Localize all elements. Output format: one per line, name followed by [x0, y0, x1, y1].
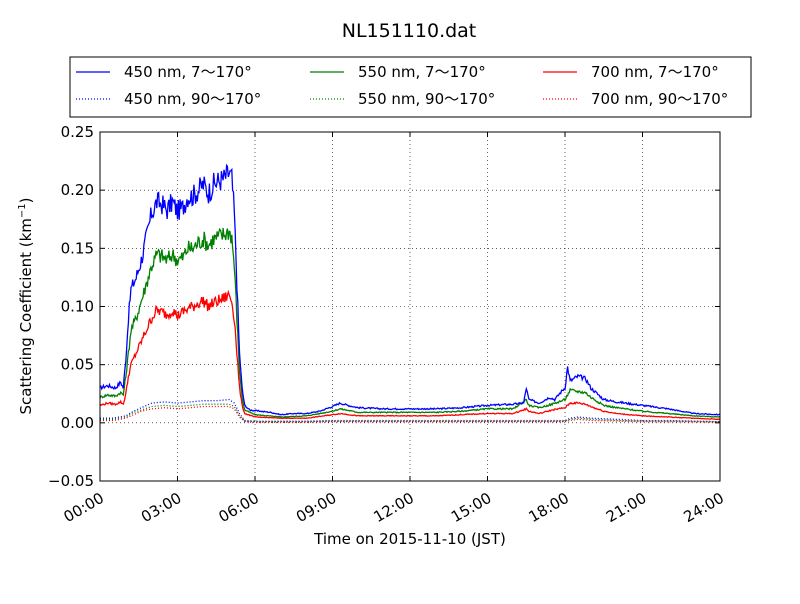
y-tick-label: 0.05	[61, 356, 94, 374]
y-tick-label: 0.10	[61, 298, 94, 316]
y-tick-label: −0.05	[48, 472, 94, 490]
y-axis-label-main: Scattering Coefficient (km	[17, 218, 35, 414]
legend-label: 700 nm, 7～170°	[591, 63, 719, 81]
legend-label: 450 nm, 7～170°	[124, 63, 252, 81]
y-axis-label-close: )	[17, 197, 35, 203]
grid-layer	[100, 132, 720, 481]
series-line-4	[100, 403, 721, 423]
legend-label: 700 nm, 90～170°	[591, 90, 728, 108]
legend-label: 450 nm, 90～170°	[124, 90, 261, 108]
legend: 450 nm, 7～170° 550 nm, 7～170° 700 nm, 7～17…	[76, 63, 728, 108]
y-tick-label: 0.20	[61, 181, 94, 199]
legend-box	[69, 56, 752, 118]
y-axis-label: Scattering Coefficient (km−1)	[17, 197, 35, 414]
series-line-3	[100, 398, 721, 423]
y-axis-label-superscript: −1	[17, 203, 28, 218]
y-tick-label: 0.15	[61, 239, 94, 257]
series-line-0	[99, 163, 721, 416]
series-line-2	[99, 289, 721, 421]
legend-label: 550 nm, 7～170°	[358, 63, 486, 81]
y-tick-label: 0.25	[61, 123, 94, 141]
series-line-1	[99, 227, 721, 418]
y-tick-label: 0.00	[61, 414, 94, 432]
legend-label: 550 nm, 90～170°	[358, 90, 495, 108]
chart-title: NL151110.dat	[342, 20, 477, 42]
x-axis-label: Time on 2015-11-10 (JST)	[313, 530, 506, 548]
series-layer	[99, 163, 721, 423]
